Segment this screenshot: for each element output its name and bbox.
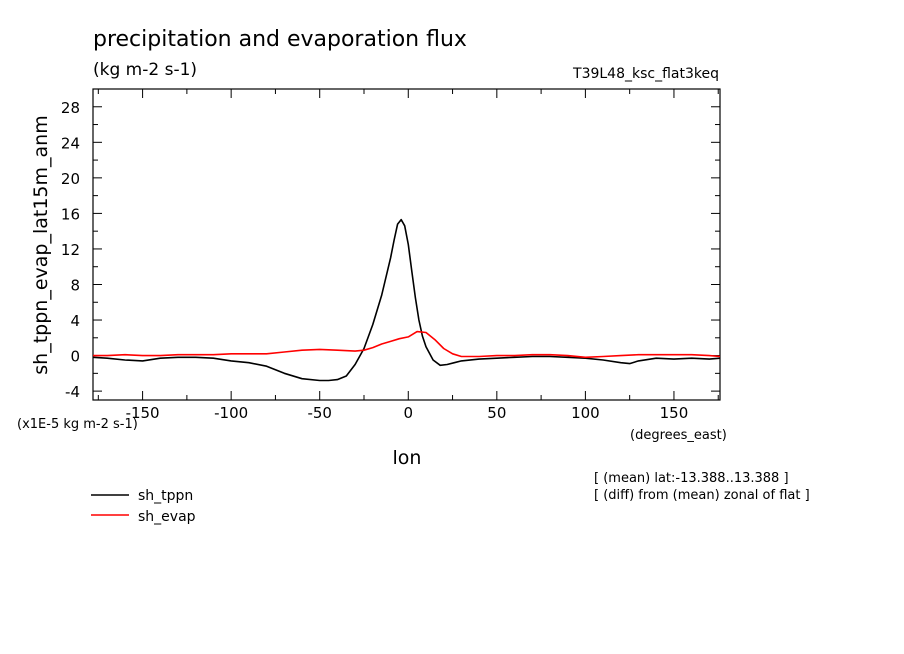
series-group xyxy=(92,218,721,382)
run-label: T39L48_ksc_flat3keq xyxy=(572,66,719,82)
x-tick-label: -150 xyxy=(126,404,160,422)
x-tick-label: 150 xyxy=(660,404,689,422)
x-tick-label: -100 xyxy=(214,404,248,422)
legend-label-sh-evap: sh_evap xyxy=(138,509,196,525)
y-tick-label: 24 xyxy=(61,134,80,152)
x-tick-label: 100 xyxy=(571,404,600,422)
y-tick-label: 4 xyxy=(70,312,80,330)
y-tick-label: 8 xyxy=(70,276,80,294)
x-tick-label: -50 xyxy=(307,404,332,422)
plot-area: -150 -100 -50 0 50 100 150 -4 0 4 8 12 16 20 24 28 xyxy=(61,88,721,422)
legend: sh_tppn sh_evap xyxy=(91,488,196,525)
x-axis: -150 -100 -50 0 50 100 150 xyxy=(97,89,719,422)
series-line-sh-tppn xyxy=(92,218,721,382)
note-latitude: [ (mean) lat:-13.388..13.388 ] xyxy=(594,471,789,486)
y-tick-label: 28 xyxy=(61,99,80,117)
y-axis-label: sh_tppn_evap_lat15m_anm xyxy=(30,115,52,374)
chart-title: precipitation and evaporation flux xyxy=(93,27,467,52)
x-tick-label: 0 xyxy=(403,404,413,422)
legend-label-sh-tppn: sh_tppn xyxy=(138,488,193,504)
y-tick-label: 16 xyxy=(61,205,80,223)
chart-subtitle: (kg m-2 s-1) xyxy=(93,60,197,80)
y-axis: -4 0 4 8 12 16 20 24 28 xyxy=(61,88,720,401)
y-tick-label: 12 xyxy=(61,241,80,259)
plot-frame xyxy=(92,88,721,401)
x-axis-units: (degrees_east) xyxy=(630,428,727,443)
y-tick-label: -4 xyxy=(65,383,80,401)
y-axis-units: (x1E-5 kg m-2 s-1) xyxy=(17,417,138,432)
series-line-sh-evap xyxy=(93,330,721,359)
x-axis-label: lon xyxy=(393,447,422,469)
y-tick-label: 20 xyxy=(61,170,80,188)
note-difference: [ (diff) from (mean) zonal of flat ] xyxy=(594,488,810,503)
x-tick-label: 50 xyxy=(487,404,506,422)
y-tick-label: 0 xyxy=(70,348,80,366)
